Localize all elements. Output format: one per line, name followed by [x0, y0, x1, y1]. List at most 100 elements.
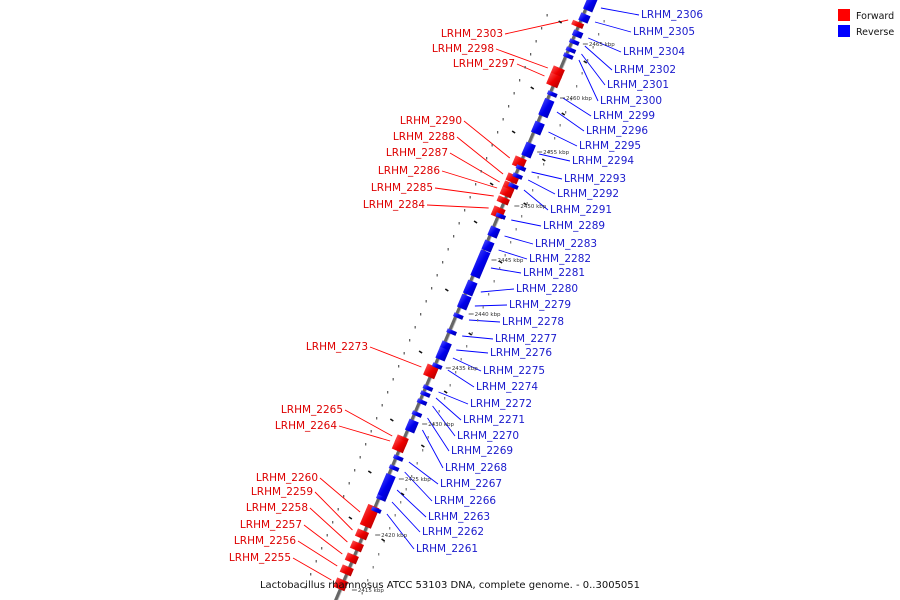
- forward-gene-glyph[interactable]: [354, 528, 370, 541]
- reverse-gene-glyph[interactable]: [481, 239, 495, 253]
- reverse-gene-glyph[interactable]: [507, 182, 519, 190]
- reverse-gene-glyph[interactable]: [565, 46, 577, 54]
- reverse-gene-label[interactable]: LRHM_2263: [428, 511, 490, 523]
- reverse-gene-glyph[interactable]: [370, 506, 382, 514]
- forward-gene-glyph[interactable]: [511, 155, 527, 170]
- reverse-gene-label[interactable]: LRHM_2291: [550, 204, 612, 216]
- reverse-gene-glyph[interactable]: [416, 398, 428, 406]
- forward-gene-label[interactable]: LRHM_2287: [386, 147, 448, 159]
- forward-gene-label[interactable]: LRHM_2273: [306, 341, 368, 353]
- reverse-gene-label[interactable]: LRHM_2299: [593, 110, 655, 122]
- reverse-gene-label[interactable]: LRHM_2274: [476, 381, 538, 393]
- forward-gene-label[interactable]: LRHM_2298: [432, 43, 494, 55]
- reverse-gene-label[interactable]: LRHM_2261: [416, 543, 478, 555]
- reverse-gene-glyph[interactable]: [578, 12, 591, 24]
- reverse-gene-label[interactable]: LRHM_2292: [557, 188, 619, 200]
- reverse-gene-label[interactable]: LRHM_2302: [614, 64, 676, 76]
- reverse-gene-glyph[interactable]: [375, 494, 387, 502]
- reverse-gene-label[interactable]: LRHM_2277: [495, 333, 557, 345]
- forward-gene-label[interactable]: LRHM_2259: [251, 486, 313, 498]
- forward-gene-label[interactable]: LRHM_2290: [400, 115, 462, 127]
- forward-gene-label[interactable]: LRHM_2258: [246, 502, 308, 514]
- reverse-gene-glyph[interactable]: [571, 29, 584, 39]
- forward-gene-label[interactable]: LRHM_2264: [275, 420, 337, 432]
- reverse-gene-glyph[interactable]: [431, 362, 443, 370]
- forward-gene-glyph[interactable]: [546, 72, 562, 89]
- forward-gene-label[interactable]: LRHM_2260: [256, 472, 318, 484]
- reverse-gene-label[interactable]: LRHM_2289: [543, 220, 605, 232]
- reverse-gene-label[interactable]: LRHM_2278: [502, 316, 564, 328]
- reverse-gene-label[interactable]: LRHM_2279: [509, 299, 571, 311]
- reverse-gene-glyph[interactable]: [487, 225, 501, 239]
- reverse-gene-glyph[interactable]: [456, 293, 472, 311]
- forward-gene-label[interactable]: LRHM_2288: [393, 131, 455, 143]
- reverse-gene-label[interactable]: LRHM_2270: [457, 430, 519, 442]
- reverse-gene-label[interactable]: LRHM_2267: [440, 478, 502, 490]
- reverse-gene-label[interactable]: LRHM_2293: [564, 173, 626, 185]
- reverse-gene-glyph[interactable]: [515, 164, 527, 172]
- forward-gene-label[interactable]: LRHM_2286: [378, 165, 440, 177]
- reverse-gene-label[interactable]: LRHM_2283: [535, 238, 597, 250]
- reverse-gene-label[interactable]: LRHM_2272: [470, 398, 532, 410]
- reverse-gene-label[interactable]: LRHM_2269: [451, 445, 513, 457]
- reverse-gene-label[interactable]: LRHM_2266: [434, 495, 496, 507]
- reverse-gene-label[interactable]: LRHM_2275: [483, 365, 545, 377]
- forward-gene-glyph[interactable]: [339, 564, 354, 577]
- reverse-gene-glyph[interactable]: [419, 390, 431, 398]
- forward-gene-label[interactable]: LRHM_2297: [453, 58, 515, 70]
- reverse-gene-label[interactable]: LRHM_2300: [600, 95, 662, 107]
- reverse-gene-glyph[interactable]: [422, 384, 434, 392]
- forward-gene-label[interactable]: LRHM_2256: [234, 535, 296, 547]
- forward-gene-label[interactable]: LRHM_2257: [240, 519, 302, 531]
- forward-gene-glyph[interactable]: [333, 577, 349, 592]
- reverse-gene-glyph[interactable]: [562, 52, 574, 60]
- forward-gene-label[interactable]: LRHM_2265: [281, 404, 343, 416]
- reverse-gene-glyph[interactable]: [470, 249, 491, 279]
- reverse-gene-label[interactable]: LRHM_2280: [516, 283, 578, 295]
- reverse-gene-glyph[interactable]: [512, 172, 523, 180]
- reverse-gene-label[interactable]: LRHM_2271: [463, 414, 525, 426]
- reverse-gene-label[interactable]: LRHM_2262: [422, 526, 484, 538]
- reverse-gene-glyph[interactable]: [388, 464, 400, 472]
- forward-gene-label[interactable]: LRHM_2284: [363, 199, 425, 211]
- reverse-gene-label[interactable]: LRHM_2296: [586, 125, 648, 137]
- reverse-gene-label[interactable]: LRHM_2281: [523, 267, 585, 279]
- forward-gene-glyph[interactable]: [505, 172, 520, 185]
- reverse-gene-glyph[interactable]: [377, 473, 396, 500]
- forward-gene-glyph[interactable]: [423, 363, 439, 380]
- reverse-gene-glyph[interactable]: [404, 418, 419, 434]
- reverse-gene-label[interactable]: LRHM_2268: [445, 462, 507, 474]
- reverse-gene-glyph[interactable]: [538, 97, 555, 119]
- reverse-gene-glyph[interactable]: [521, 141, 536, 159]
- forward-gene-glyph[interactable]: [571, 19, 585, 29]
- reverse-gene-glyph[interactable]: [530, 120, 545, 136]
- forward-gene-glyph[interactable]: [349, 540, 364, 553]
- reverse-gene-label[interactable]: LRHM_2305: [633, 26, 695, 38]
- reverse-gene-label[interactable]: LRHM_2276: [490, 347, 552, 359]
- reverse-gene-glyph[interactable]: [546, 90, 558, 98]
- reverse-gene-label[interactable]: LRHM_2294: [572, 155, 634, 167]
- reverse-gene-label[interactable]: LRHM_2306: [641, 9, 703, 21]
- reverse-gene-glyph[interactable]: [452, 312, 464, 320]
- reverse-gene-label[interactable]: LRHM_2301: [607, 79, 669, 91]
- reverse-gene-label[interactable]: LRHM_2304: [623, 46, 685, 58]
- reverse-gene-glyph[interactable]: [446, 328, 457, 336]
- reverse-gene-glyph[interactable]: [462, 279, 478, 297]
- guide-dot: [477, 319, 479, 322]
- forward-gene-glyph[interactable]: [344, 552, 359, 565]
- reverse-gene-glyph[interactable]: [435, 346, 450, 362]
- reverse-gene-glyph[interactable]: [495, 212, 507, 220]
- reverse-gene-glyph[interactable]: [582, 0, 598, 13]
- reverse-gene-glyph[interactable]: [568, 38, 580, 46]
- forward-gene-glyph[interactable]: [499, 186, 514, 199]
- reverse-gene-label[interactable]: LRHM_2282: [529, 253, 591, 265]
- forward-gene-label[interactable]: LRHM_2303: [441, 28, 503, 40]
- reverse-gene-label[interactable]: LRHM_2295: [579, 140, 641, 152]
- reverse-gene-glyph[interactable]: [411, 410, 423, 418]
- forward-gene-label[interactable]: LRHM_2255: [229, 552, 291, 564]
- reverse-gene-glyph[interactable]: [392, 454, 404, 462]
- forward-gene-glyph[interactable]: [359, 503, 380, 529]
- forward-gene-glyph[interactable]: [391, 437, 408, 454]
- forward-gene-label[interactable]: LRHM_2285: [371, 182, 433, 194]
- forward-gene-glyph[interactable]: [496, 195, 510, 206]
